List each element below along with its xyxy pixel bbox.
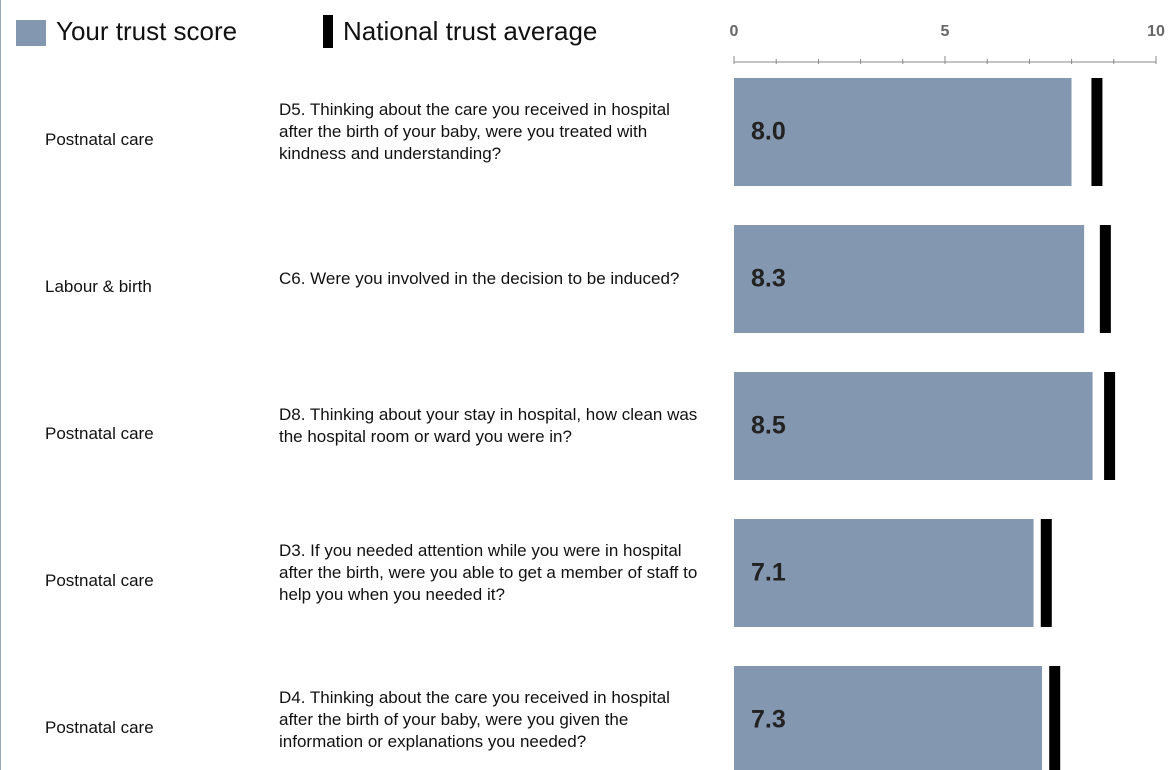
bar (734, 78, 1072, 186)
value-label: 8.3 (751, 265, 786, 293)
average-marker (1091, 78, 1103, 186)
legend-swatch (323, 15, 333, 48)
bar (734, 519, 1034, 627)
section-label: Labour & birth (45, 277, 152, 296)
section-label: Postnatal care (45, 571, 154, 590)
question-label: C6. Were you involved in the decision to… (279, 269, 680, 288)
question-label: D5. Thinking about the care you received… (279, 100, 670, 163)
section-label: Postnatal care (45, 424, 154, 443)
average-marker (1099, 225, 1111, 333)
x-tick-label: 0 (730, 23, 739, 40)
section-label: Postnatal care (45, 718, 154, 737)
question-label: D8. Thinking about your stay in hospital… (279, 405, 698, 446)
average-marker (1040, 519, 1052, 627)
value-label: 7.1 (751, 559, 786, 587)
section-label: Postnatal care (45, 130, 154, 149)
legend-label: National trust average (343, 16, 598, 46)
value-label: 8.5 (751, 412, 786, 440)
bar (734, 372, 1093, 480)
average-marker (1104, 372, 1116, 480)
value-label: 7.3 (751, 706, 786, 734)
average-marker (1049, 666, 1061, 770)
question-label: D3. If you needed attention while you we… (279, 541, 698, 604)
legend-swatch (16, 20, 46, 46)
x-tick-label: 5 (941, 23, 950, 40)
question-label: D4. Thinking about the care you received… (279, 688, 670, 751)
bar (734, 225, 1085, 333)
bar (734, 666, 1043, 770)
x-tick-label: 10 (1147, 23, 1165, 40)
legend-label: Your trust score (56, 16, 238, 46)
value-label: 8.0 (751, 118, 786, 146)
